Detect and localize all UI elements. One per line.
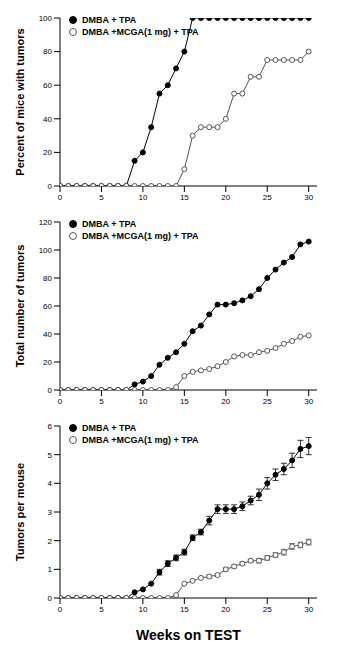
svg-text:0: 0 — [58, 193, 63, 202]
svg-text:15: 15 — [180, 193, 189, 202]
html-text:DMBA +MCGA(1 mg) + TPA: DMBA +MCGA(1 mg) + TPA — [82, 27, 199, 37]
svg-text:Percent of mice with tumors: Percent of mice with tumors — [14, 28, 26, 175]
svg-text:15: 15 — [180, 605, 189, 614]
svg-text:25: 25 — [263, 193, 272, 202]
svg-text:0: 0 — [48, 594, 53, 603]
svg-text:20: 20 — [221, 193, 230, 202]
html-text:DMBA + TPA: DMBA + TPA — [82, 219, 137, 229]
html-text:DMBA + TPA: DMBA + TPA — [82, 15, 137, 25]
svg-text:100: 100 — [39, 14, 53, 23]
svg-text:100: 100 — [39, 246, 53, 255]
svg-text:20: 20 — [43, 358, 52, 367]
svg-text:Total number of tumors: Total number of tumors — [14, 245, 26, 368]
svg-text:0: 0 — [48, 386, 53, 395]
svg-text:120: 120 — [39, 218, 53, 227]
html-text:DMBA +MCGA(1 mg) + TPA: DMBA +MCGA(1 mg) + TPA — [82, 435, 199, 445]
svg-text:0: 0 — [48, 182, 53, 191]
html-text:DMBA + TPA: DMBA + TPA — [82, 423, 137, 433]
svg-text:20: 20 — [43, 148, 52, 157]
svg-text:15: 15 — [180, 397, 189, 406]
svg-text:40: 40 — [43, 115, 52, 124]
svg-text:5: 5 — [48, 451, 53, 460]
html-text:DMBA +MCGA(1 mg) + TPA: DMBA +MCGA(1 mg) + TPA — [82, 231, 199, 241]
svg-text:60: 60 — [43, 302, 52, 311]
svg-text:0: 0 — [58, 397, 63, 406]
svg-text:5: 5 — [99, 397, 104, 406]
svg-text:20: 20 — [221, 397, 230, 406]
svg-text:Weeks on TEST: Weeks on TEST — [136, 627, 241, 643]
svg-text:2: 2 — [48, 537, 53, 546]
svg-text:80: 80 — [43, 274, 52, 283]
svg-text:30: 30 — [304, 605, 313, 614]
svg-text:25: 25 — [263, 397, 272, 406]
svg-text:10: 10 — [138, 193, 147, 202]
svg-text:10: 10 — [138, 397, 147, 406]
svg-text:5: 5 — [99, 193, 104, 202]
svg-text:5: 5 — [99, 605, 104, 614]
svg-text:25: 25 — [263, 605, 272, 614]
svg-text:1: 1 — [48, 565, 53, 574]
svg-text:80: 80 — [43, 47, 52, 56]
svg-text:3: 3 — [48, 508, 53, 517]
svg-text:0: 0 — [58, 605, 63, 614]
svg-text:10: 10 — [138, 605, 147, 614]
svg-text:6: 6 — [48, 422, 53, 431]
svg-text:4: 4 — [48, 479, 53, 488]
svg-text:20: 20 — [221, 605, 230, 614]
svg-text:40: 40 — [43, 330, 52, 339]
svg-text:Tumors per mouse: Tumors per mouse — [14, 463, 26, 561]
svg-text:60: 60 — [43, 81, 52, 90]
svg-text:30: 30 — [304, 397, 313, 406]
svg-text:30: 30 — [304, 193, 313, 202]
